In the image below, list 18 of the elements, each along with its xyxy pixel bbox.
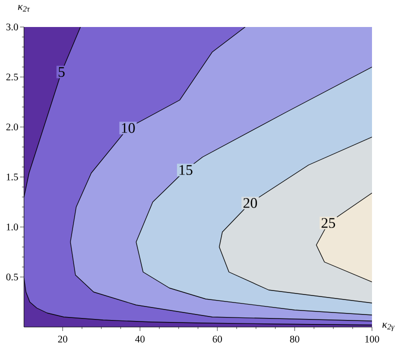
annotation: 5 — [58, 67, 65, 77]
annotation: 20 — [244, 198, 257, 208]
y-tick-label: 1.0 — [6, 224, 18, 230]
x-tick-label: 40 — [135, 336, 145, 342]
y-tick-label: 2.5 — [6, 74, 18, 80]
y-axis-title: κ$_{2τ}$ — [18, 5, 30, 12]
x-tick-label: 20 — [58, 336, 68, 342]
x-tick-label: 100 — [365, 336, 380, 342]
y-tick-label: 2.0 — [6, 124, 18, 130]
y-tick-label: 1.5 — [6, 174, 18, 180]
x-tick-label: 80 — [290, 336, 300, 342]
x-tick-label: 60 — [212, 336, 222, 342]
y-tick-label: 3.0 — [6, 24, 18, 30]
annotation: 10 — [122, 123, 135, 133]
y-tick-label: 0.5 — [6, 274, 18, 280]
annotation: 15 — [180, 165, 192, 175]
annotation: 25 — [322, 218, 336, 228]
x-axis-title: κ$_{2γ}$ — [382, 322, 394, 332]
